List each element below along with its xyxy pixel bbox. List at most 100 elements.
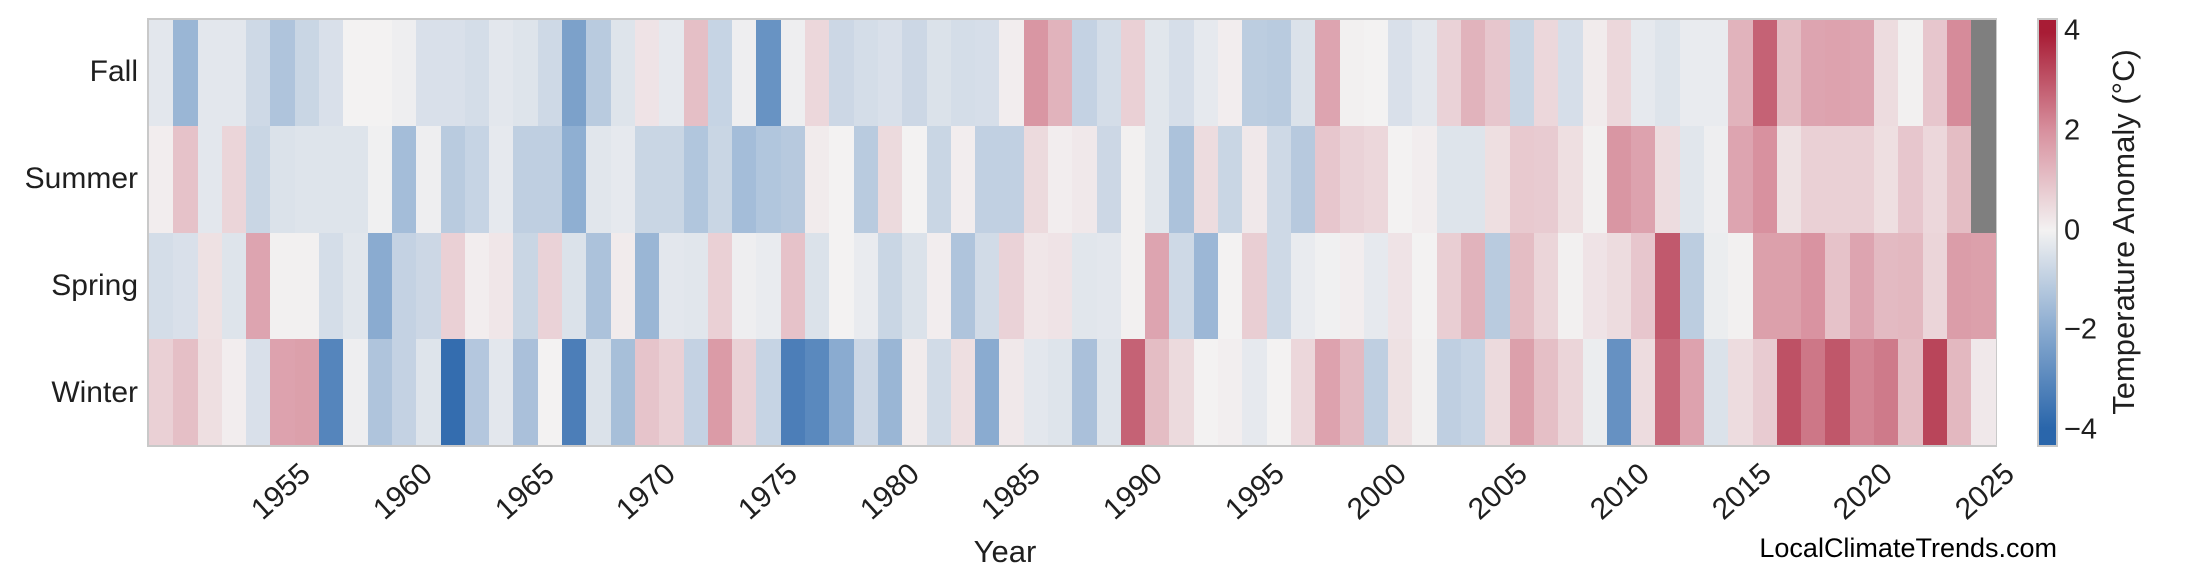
heatmap-cell [149,126,174,233]
heatmap-cell [1898,20,1923,127]
heatmap-cell [732,20,757,127]
heatmap-cell [1363,232,1389,339]
heatmap-cell [1047,338,1073,445]
heatmap-cell [367,232,392,339]
heatmap-cell [1631,232,1656,339]
row-label-winter: Winter [51,376,138,409]
heatmap-cell [343,20,368,127]
heatmap-cell [756,338,781,445]
heatmap-cell [1898,126,1923,233]
heatmap-cell [1582,232,1607,339]
heatmap-cell [489,20,514,127]
heatmap-cell [1145,20,1170,127]
heatmap-cell [1874,126,1899,233]
heatmap-cell [173,126,198,233]
heatmap-cell [586,338,611,445]
heatmap-cell [537,338,563,445]
row-label-spring: Spring [51,269,138,302]
heatmap-cell [902,232,927,339]
heatmap-cell [1145,232,1170,339]
heatmap-cell [634,338,660,445]
x-tick-label: 1995 [1218,457,1291,527]
heatmap-cell [319,232,344,339]
heatmap-cell [1655,126,1680,233]
heatmap-cell [1485,126,1510,233]
heatmap-cell [1728,20,1753,127]
heatmap-cell [1606,338,1632,445]
heatmap-cell [1485,20,1510,127]
heatmap-cell [1776,126,1802,233]
heatmap-cell [270,232,295,339]
heatmap-cell [416,232,441,339]
heatmap-cell [926,338,951,445]
heatmap-cell [1218,126,1243,233]
heatmap-cell [1728,126,1753,233]
x-tick-label: 1975 [732,457,804,527]
heatmap-cell [1193,126,1219,233]
heatmap-cell [1582,338,1607,445]
heatmap-cell [464,20,490,127]
heatmap-cell [1266,126,1291,233]
heatmap-cell [173,338,198,445]
heatmap-cell [1193,20,1219,127]
heatmap-cell [1728,338,1753,445]
heatmap-cell [975,338,1000,445]
heatmap-cell [1776,338,1802,445]
heatmap-cell [513,232,538,339]
heatmap-cell [1631,126,1656,233]
heatmap-cell [829,232,854,339]
heatmap-cell [464,232,490,339]
heatmap-cell [294,338,320,445]
heatmap-cell [1388,20,1413,127]
heatmap-cell [829,20,854,127]
heatmap-cell [1801,338,1826,445]
heatmap-cell [1606,126,1632,233]
heatmap-cell [1655,338,1680,445]
heatmap-cell [319,20,344,127]
heatmap-cell [1339,126,1364,233]
heatmap-cell [440,232,465,339]
heatmap-cell [1582,126,1607,233]
x-tick-label: 2010 [1584,457,1656,527]
heatmap-cell [246,20,271,127]
heatmap-cell [343,338,368,445]
heatmap-cell [1363,338,1389,445]
heatmap-cell [1363,126,1389,233]
heatmap-cell [1412,20,1437,127]
heatmap-cell [391,338,417,445]
heatmap-cell [999,20,1024,127]
heatmap-cell [1290,338,1316,445]
heatmap-cell [780,338,806,445]
heatmap-cell [1290,232,1316,339]
heatmap-cell [1072,232,1097,339]
heatmap-cell [756,126,781,233]
heatmap-cell [1704,126,1729,233]
heatmap-cell [367,20,392,127]
heatmap-cell [975,126,1000,233]
heatmap-cell [1436,20,1462,127]
heatmap-cell [416,126,441,233]
x-tick-label: 1960 [366,457,439,527]
heatmap-cell [391,126,417,233]
heatmap-cell [610,20,635,127]
heatmap-cell [294,20,320,127]
heatmap [147,18,1997,447]
heatmap-cell [1242,338,1267,445]
heatmap-cell [1946,338,1972,445]
heatmap-cell [1242,232,1267,339]
heatmap-cell [707,338,733,445]
heatmap-cell [1509,20,1534,127]
heatmap-cell [1436,126,1462,233]
heatmap-cell [343,126,368,233]
heatmap-cell [1679,232,1704,339]
heatmap-cell [562,126,587,233]
heatmap-cell [1631,20,1656,127]
heatmap-cell [805,338,830,445]
heatmap-cell [270,338,295,445]
heatmap-cell [1242,20,1267,127]
heatmap-cell [1096,20,1121,127]
heatmap-cell [1096,338,1121,445]
heatmap-cell [877,232,903,339]
x-tick-label: 2025 [1949,457,2021,527]
heatmap-cell [270,126,295,233]
